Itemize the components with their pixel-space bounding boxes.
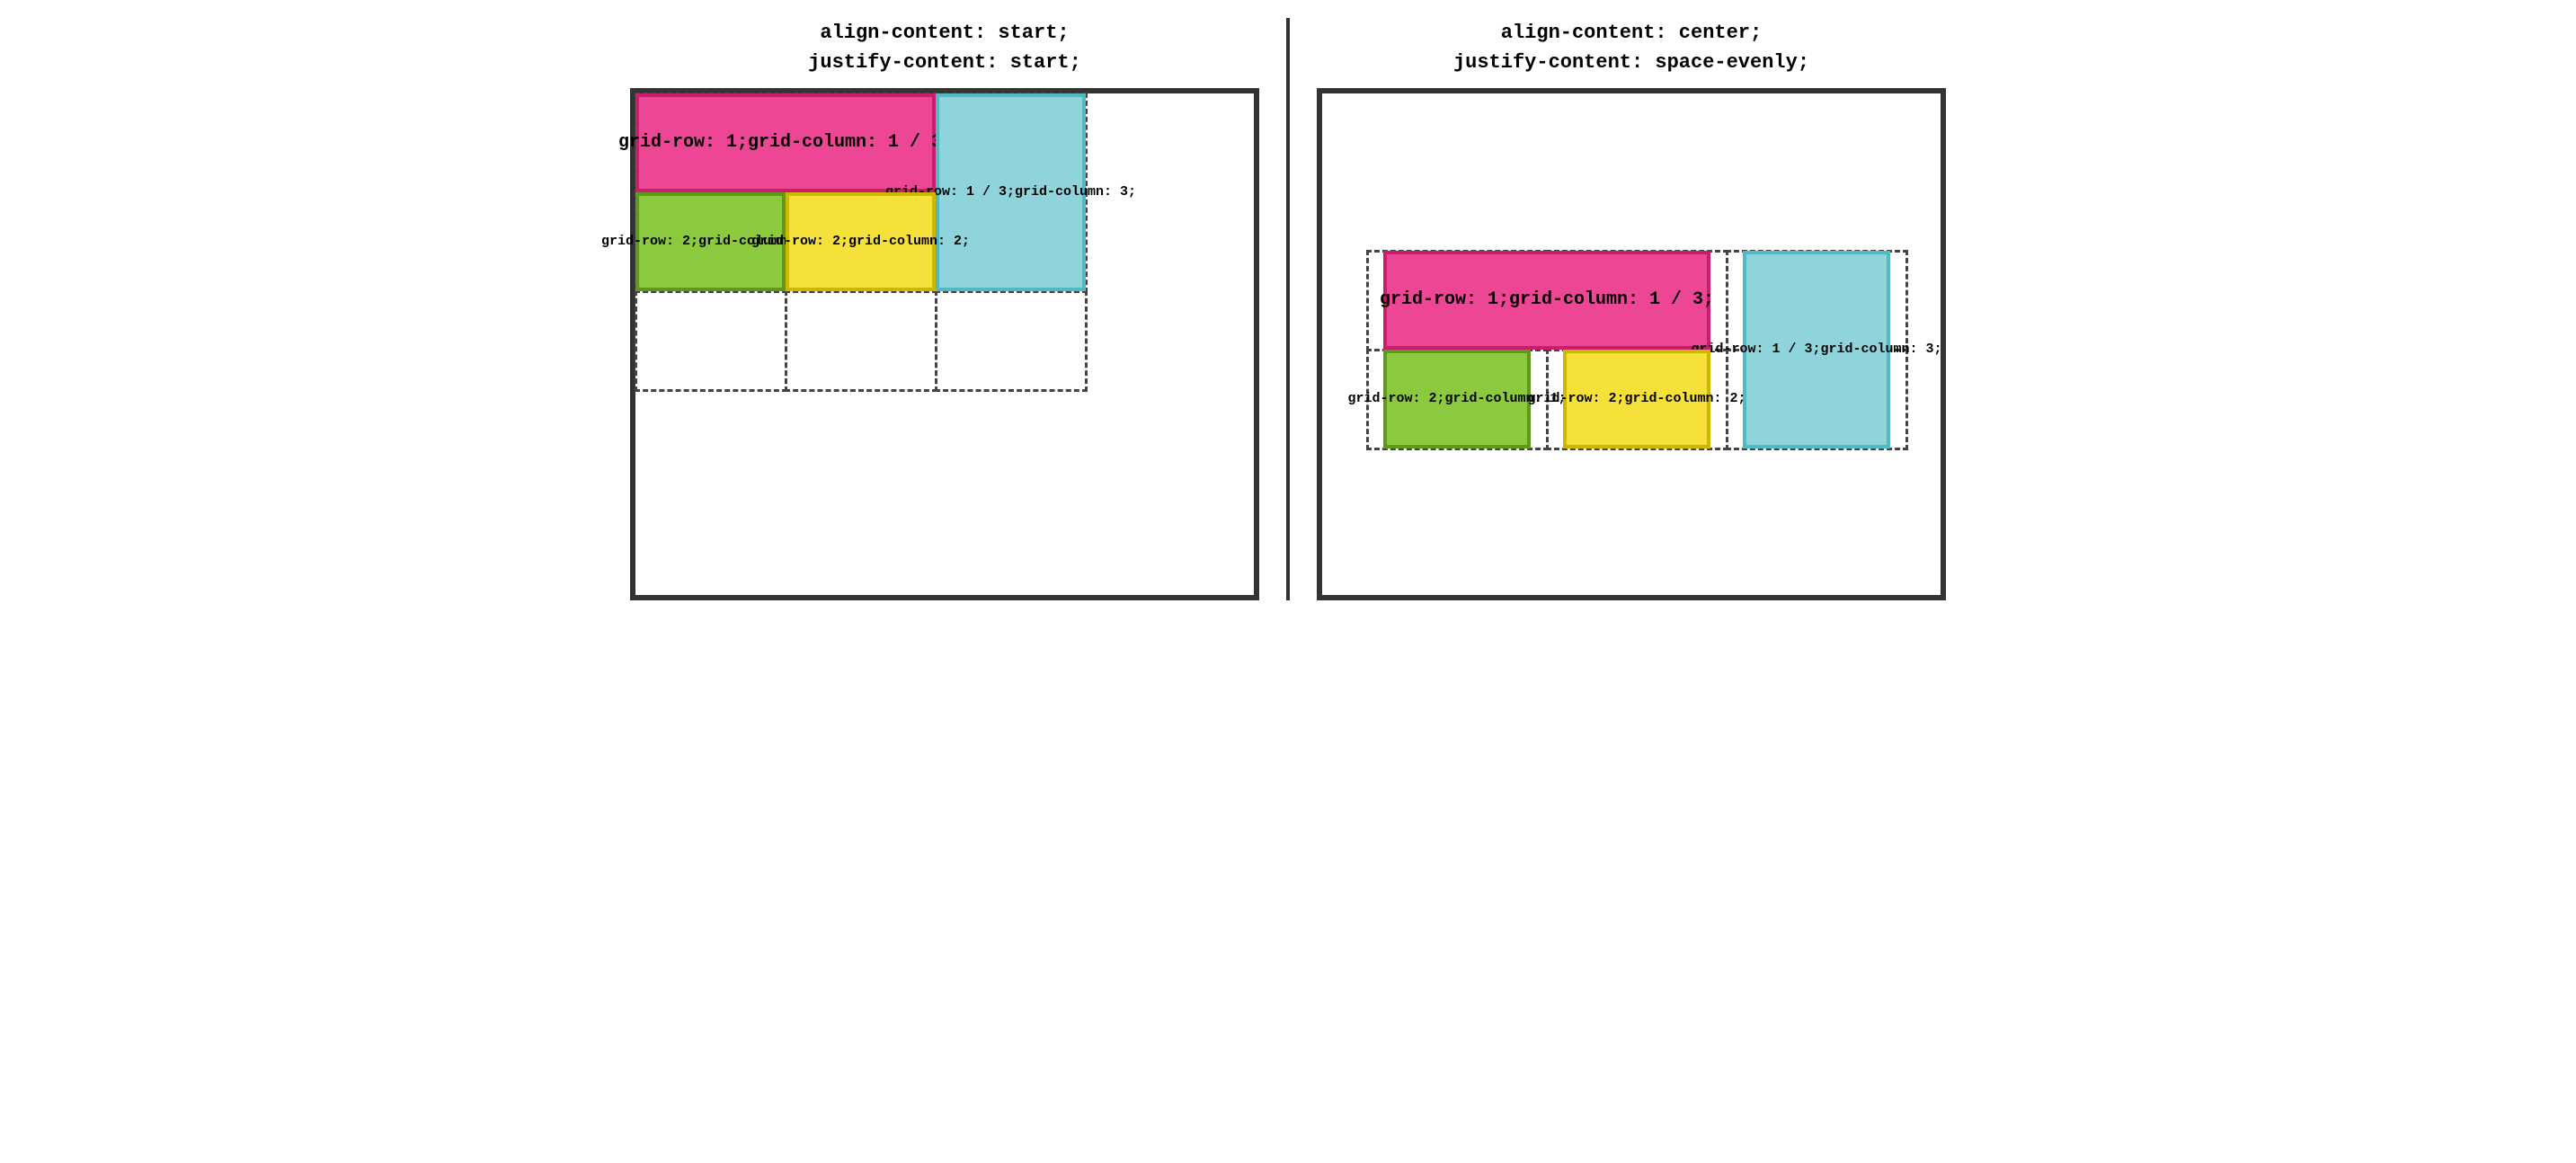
vertical-divider <box>1286 18 1290 600</box>
grid-item-green: grid-row: 2; grid-column: 1; <box>1383 350 1531 448</box>
item-label: grid-row: 1 / 3; <box>1691 340 1820 360</box>
grid-item-yellow: grid-row: 2; grid-column: 2; <box>1563 350 1710 448</box>
item-label: grid-row: 1; <box>1380 287 1509 314</box>
item-label: grid-row: 1; <box>618 129 748 156</box>
item-label: grid-row: 2; <box>1347 389 1444 410</box>
grid-track-cell <box>635 290 787 392</box>
grid-container-left: grid-row: 1; grid-column: 1 / 3; grid-ro… <box>630 88 1259 600</box>
item-label: grid-column: 3; <box>1015 182 1136 203</box>
item-label: grid-column: 3; <box>1821 340 1942 360</box>
title-line: justify-content: space-evenly; <box>1453 51 1809 74</box>
item-label: grid-column: 1 / 3; <box>1509 287 1714 314</box>
diagram-wrap: align-content: start; justify-content: s… <box>9 18 2567 600</box>
item-label: grid-row: 2; <box>751 232 848 253</box>
grid-track-cell <box>785 290 937 392</box>
panel-left-title: align-content: start; justify-content: s… <box>808 18 1081 77</box>
grid-item-yellow: grid-row: 2; grid-column: 2; <box>786 192 936 291</box>
grid-item-teal: grid-row: 1 / 3; grid-column: 3; <box>936 93 1086 291</box>
title-line: align-content: start; <box>820 22 1069 44</box>
grid-item-pink: grid-row: 1; grid-column: 1 / 3; <box>1383 251 1710 350</box>
item-label: grid-row: 2; <box>601 232 698 253</box>
grid-container-right: grid-row: 1; grid-column: 1 / 3; grid-ro… <box>1317 88 1946 600</box>
grid-track-cell <box>935 290 1088 392</box>
item-label: grid-column: 1 / 3; <box>748 129 953 156</box>
grid-item-pink: grid-row: 1; grid-column: 1 / 3; <box>635 93 936 192</box>
item-label: grid-row: 2; <box>1527 389 1624 410</box>
item-label: grid-column: 2; <box>1625 389 1746 410</box>
title-line: align-content: center; <box>1501 22 1762 44</box>
panel-right-title: align-content: center; justify-content: … <box>1453 18 1809 77</box>
grid-item-teal: grid-row: 1 / 3; grid-column: 3; <box>1743 251 1890 448</box>
item-label: grid-column: 2; <box>848 232 970 253</box>
panel-left: align-content: start; justify-content: s… <box>630 18 1259 600</box>
panel-right: align-content: center; justify-content: … <box>1317 18 1946 600</box>
title-line: justify-content: start; <box>808 51 1081 74</box>
